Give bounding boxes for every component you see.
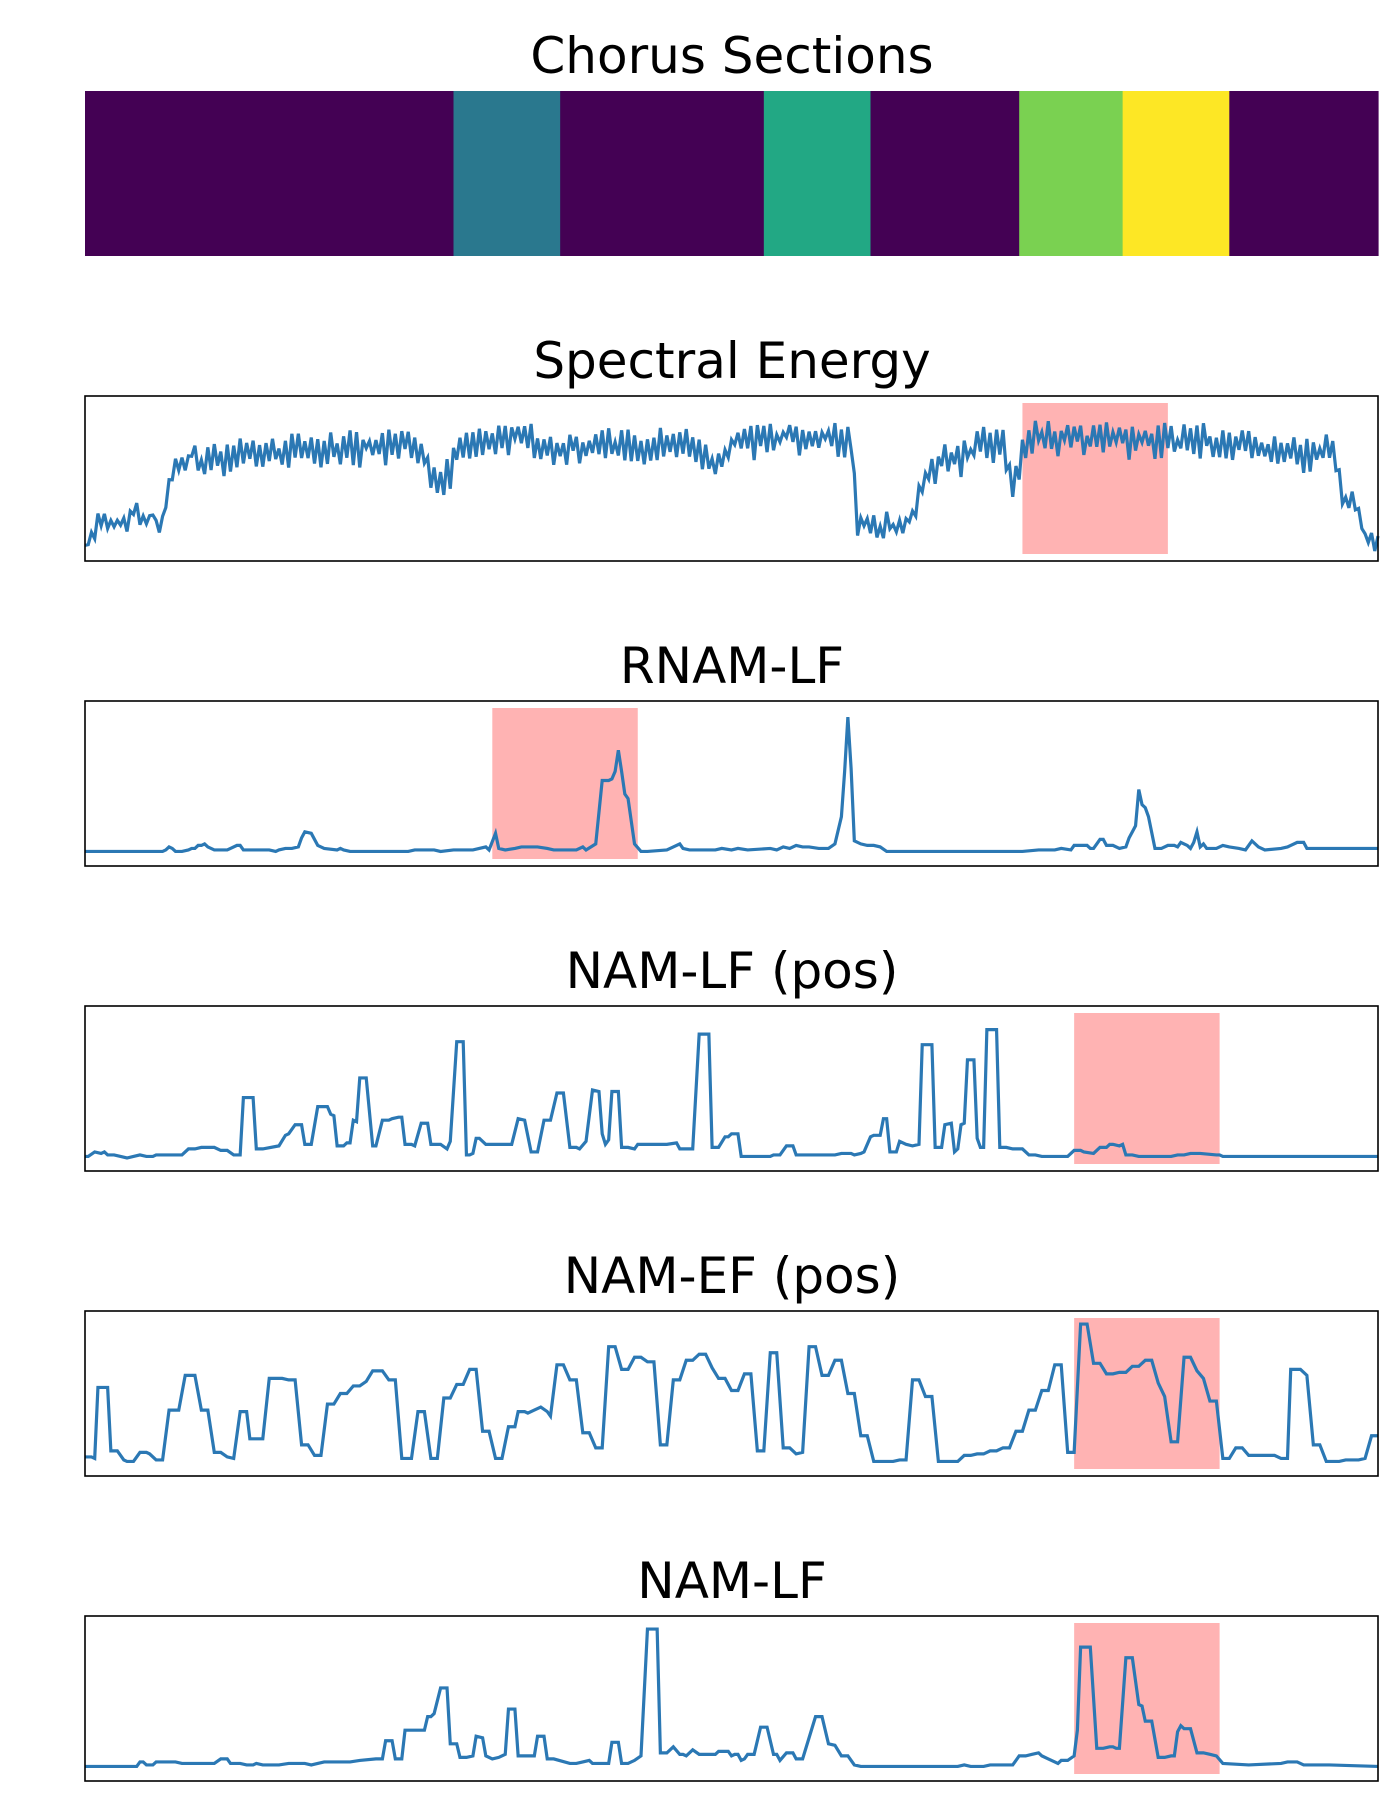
spectral-energy-panel: Spectral Energy bbox=[84, 332, 1380, 562]
series-line bbox=[85, 716, 1378, 854]
highlight-region bbox=[492, 708, 638, 859]
series-line bbox=[85, 1322, 1378, 1464]
nam-lf-pos-title: NAM-LF (pos) bbox=[566, 942, 899, 1000]
plot-frame bbox=[84, 700, 1379, 867]
nam-ef-pos-plot bbox=[84, 1310, 1379, 1477]
nam-ef-pos-panel: NAM-EF (pos) bbox=[84, 1247, 1379, 1477]
section-segment-6 bbox=[1019, 91, 1124, 256]
section-segment-8 bbox=[1229, 91, 1379, 256]
plot-frame bbox=[84, 1310, 1379, 1477]
section-segment-5 bbox=[870, 91, 1020, 256]
plot-frame bbox=[84, 1005, 1379, 1172]
nam-lf-panel: NAM-LF bbox=[84, 1552, 1379, 1782]
plot-frame bbox=[84, 1615, 1379, 1782]
series-line bbox=[85, 1627, 1379, 1769]
section-segment-2 bbox=[453, 91, 561, 256]
chorus-sections-bar bbox=[85, 91, 1379, 256]
nam-ef-pos-title: NAM-EF (pos) bbox=[564, 1247, 900, 1305]
rnam-lf-plot bbox=[84, 700, 1379, 867]
series-line bbox=[85, 1028, 1378, 1160]
nam-lf-plot bbox=[84, 1615, 1379, 1782]
chorus-sections-title: Chorus Sections bbox=[530, 27, 933, 85]
section-segment-7 bbox=[1122, 91, 1230, 256]
nam-lf-pos-plot bbox=[84, 1005, 1379, 1172]
section-segment-1 bbox=[85, 91, 455, 256]
highlight-region bbox=[1074, 1318, 1220, 1469]
series-line bbox=[84, 420, 1380, 552]
section-segment-4 bbox=[763, 91, 872, 256]
spectral-energy-title: Spectral Energy bbox=[533, 332, 930, 390]
highlight-region bbox=[1074, 1013, 1220, 1164]
nam-lf-pos-panel: NAM-LF (pos) bbox=[84, 942, 1379, 1172]
rnam-lf-panel: RNAM-LF bbox=[84, 637, 1379, 867]
nam-lf-title: NAM-LF bbox=[637, 1552, 826, 1610]
plot-frame bbox=[84, 395, 1379, 562]
section-segment-3 bbox=[560, 91, 765, 256]
rnam-lf-title: RNAM-LF bbox=[620, 637, 844, 695]
chorus-sections-panel: Chorus Sections bbox=[85, 27, 1379, 256]
spectral-energy-plot bbox=[84, 395, 1380, 562]
